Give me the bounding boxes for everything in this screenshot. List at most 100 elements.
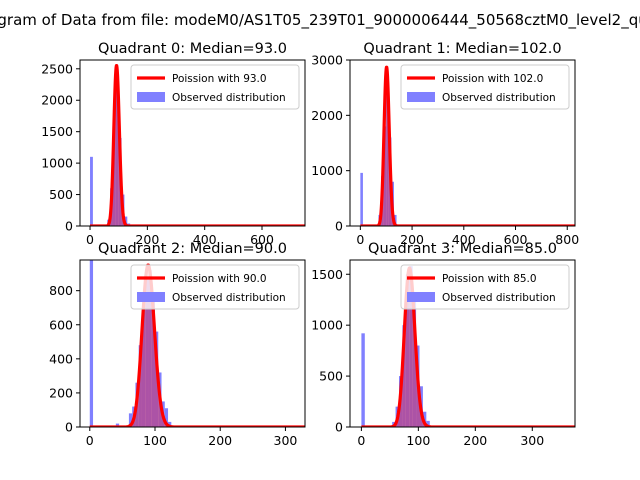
x-tick-label: 200 (463, 433, 487, 448)
legend-box (400, 64, 570, 110)
y-tick-label: 1000 (41, 156, 73, 171)
y-tick-label: 500 (319, 369, 343, 384)
observed-bar (148, 270, 152, 427)
subplot-title: Quadrant 2: Median=90.0 (98, 241, 287, 257)
legend-line-label: Poission with 90.0 (172, 273, 267, 285)
observed-bar (128, 413, 133, 427)
subplot-quadrant-1: 0 200 400 600 800 0 1000 2000 3000 Quadrant 1: Me… (311, 41, 579, 247)
observed-bar (386, 93, 389, 226)
poisson-area (361, 268, 575, 427)
x-tick-label: 200 (135, 232, 159, 247)
observed-bar (409, 266, 413, 427)
observed-bar (115, 87, 119, 226)
y-tick-label: 500 (49, 187, 73, 202)
legend-box (130, 264, 300, 310)
axes-frame (79, 59, 306, 227)
y-tick-label: 2000 (41, 93, 73, 108)
legend: Poission with 93.0 Observed distribution (130, 64, 300, 110)
x-tick-label: 200 (208, 433, 232, 448)
legend-box (400, 264, 570, 310)
observed-bar (164, 408, 169, 427)
y-tick-label: 400 (49, 351, 73, 366)
legend-bar-label: Observed distribution (172, 292, 286, 304)
x-tick-label: 800 (555, 232, 579, 247)
subplot-quadrant-3: 0 100 200 300 0 500 1000 1500 Quadrant 3: Median… (311, 241, 576, 448)
y-tick-label: 1000 (311, 163, 343, 178)
axes-frame (79, 259, 306, 428)
legend-bar-label: Observed distribution (442, 292, 556, 304)
poisson-area (360, 67, 575, 226)
y-tick-label: 600 (49, 317, 73, 332)
poisson-area (90, 65, 305, 226)
legend-bar-swatch (407, 92, 435, 102)
y-tick-label: 1000 (311, 318, 343, 333)
observed-bar (168, 421, 172, 427)
x-tick-label: 100 (406, 433, 430, 448)
x-tick-label: 0 (86, 433, 94, 448)
y-tick-label: 1500 (311, 267, 343, 282)
subplot-quadrant-2: 0 100 200 300 0 200 400 600 800 Quadrant 2: Media… (49, 241, 306, 448)
subplot-title: Quadrant 3: Median=85.0 (368, 241, 557, 257)
x-tick-label: 100 (143, 433, 167, 448)
legend-bar-label: Observed distribution (442, 92, 556, 104)
observed-bar (151, 294, 155, 427)
x-tick-label: 0 (357, 433, 365, 448)
x-tick-label: 0 (86, 232, 94, 247)
y-tick-label: 0 (65, 219, 73, 234)
observed-bar (145, 277, 149, 427)
y-tick-label: 0 (65, 420, 73, 435)
x-tick-label: 400 (452, 232, 476, 247)
y-tick-label: 0 (335, 219, 343, 234)
subplot-title: Quadrant 1: Median=102.0 (363, 41, 561, 57)
legend-line-label: Poission with 93.0 (172, 73, 267, 85)
y-tick-label: 200 (49, 385, 73, 400)
legend-bar-label: Observed distribution (172, 92, 286, 104)
x-tick-label: 200 (400, 232, 424, 247)
y-tick-label: 2000 (311, 108, 343, 123)
x-tick-label: 400 (193, 232, 217, 247)
axes-frame (349, 259, 576, 428)
observed-bar (360, 172, 363, 226)
observed-bar (402, 325, 406, 427)
observed-bar (138, 345, 142, 427)
subplot-title: Quadrant 0: Median=93.0 (98, 41, 287, 57)
poisson-line (88, 64, 305, 226)
legend: Poission with 90.0 Observed distribution (130, 264, 300, 310)
observed-bar (426, 420, 430, 427)
plot-content (88, 64, 305, 226)
subplot-quadrant-0: 0 200 400 600 0 500 1000 1500 2000 2500 Quadrant 0… (41, 41, 306, 247)
legend-bar-swatch (137, 292, 165, 302)
y-tick-label: 800 (49, 283, 73, 298)
observed-bar (383, 126, 387, 226)
x-tick-label: 600 (250, 232, 274, 247)
observed-bar (361, 333, 365, 427)
x-tick-label: 600 (504, 232, 528, 247)
figure-suptitle: Plotting Histogram of Data from file: mo… (0, 11, 640, 30)
plot-content (360, 266, 575, 427)
observed-bar (115, 423, 120, 427)
legend-bar-swatch (407, 292, 435, 302)
observed-bar (90, 156, 93, 226)
y-tick-label: 1500 (41, 124, 73, 139)
observed-bar (89, 260, 94, 427)
poisson-line (360, 266, 575, 427)
observed-bar (412, 294, 417, 427)
legend-line-label: Poission with 85.0 (442, 273, 537, 285)
legend: Poission with 85.0 Observed distribution (400, 264, 570, 310)
legend-bar-swatch (137, 92, 165, 102)
x-tick-label: 300 (274, 433, 298, 448)
legend-box (130, 64, 300, 110)
x-tick-label: 0 (356, 232, 364, 247)
observed-bar (141, 304, 146, 427)
y-tick-label: 0 (335, 420, 343, 435)
observed-bar (112, 109, 116, 226)
legend: Poission with 102.0 Observed distribution (400, 64, 570, 110)
observed-bar (405, 274, 410, 427)
legend-line-label: Poission with 102.0 (442, 73, 543, 85)
axes-frame (349, 59, 576, 227)
x-tick-label: 300 (520, 433, 544, 448)
y-tick-label: 2500 (41, 61, 73, 76)
y-tick-label: 3000 (311, 53, 343, 68)
